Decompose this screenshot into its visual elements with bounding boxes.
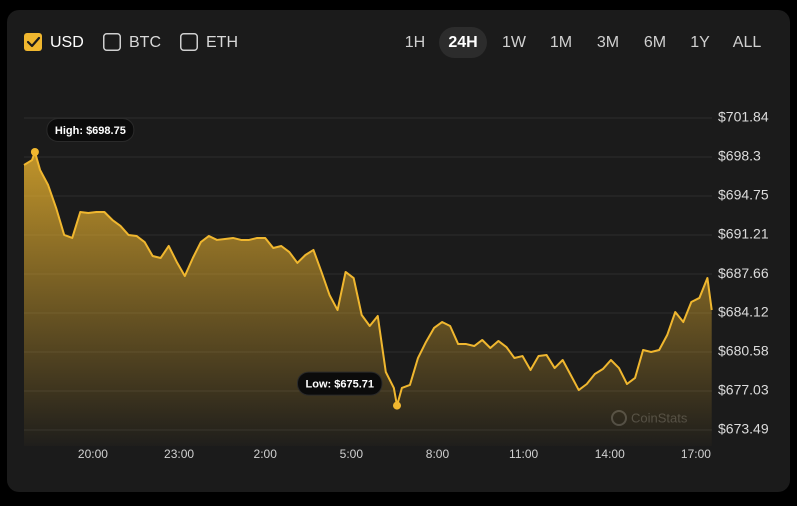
checkbox[interactable] — [103, 33, 121, 51]
range-label[interactable]: 3M — [597, 34, 619, 51]
x-tick-label: 8:00 — [426, 447, 450, 461]
overlay: High: $698.75 Low: $675.71 — [30, 118, 402, 410]
area-fill — [24, 152, 712, 446]
check-mark — [26, 36, 41, 48]
price-line — [23, 151, 713, 407]
plot: $673.49 $677.03 $680.58 $684.12 $687.66 $691.… — [23, 109, 769, 461]
annotation-point — [393, 401, 402, 410]
range-button[interactable]: 1M — [550, 34, 572, 51]
currency-label: ETH — [206, 34, 238, 51]
y-tick-label: $677.03 — [718, 382, 769, 398]
annotation-bg — [297, 371, 383, 396]
range-button[interactable]: 1H — [405, 34, 425, 51]
x-tick-label: 5:00 — [340, 447, 364, 461]
y-tick-label: $673.49 — [718, 421, 769, 437]
annotation-text: High: $698.75 — [55, 125, 126, 137]
controls: USD BTC ETH 1H 24H 1W 1M 3M 6M 1Y ALL — [24, 27, 761, 58]
range-active-bg[interactable] — [439, 27, 487, 58]
range-button[interactable]: 1W — [502, 34, 527, 51]
annotation-label: High: $698.75 — [46, 118, 135, 143]
range-button[interactable]: ALL — [733, 34, 762, 51]
range-label[interactable]: 24H — [448, 34, 477, 51]
currency-toggle[interactable]: BTC — [103, 33, 161, 51]
range-label[interactable]: 6M — [644, 34, 666, 51]
y-tick-label: $698.3 — [718, 148, 761, 164]
y-tick-label: $680.58 — [718, 343, 769, 359]
range-button[interactable]: 24H — [439, 27, 487, 58]
annotation-label: Low: $675.71 — [297, 371, 383, 396]
x-tick-label: 11:00 — [509, 447, 538, 461]
range-label[interactable]: 1W — [502, 34, 527, 51]
range-label[interactable]: 1H — [405, 34, 425, 51]
y-tick-label: $694.75 — [718, 187, 769, 203]
checkbox-checked[interactable] — [24, 33, 42, 51]
annotation-point — [30, 148, 39, 157]
annotation-text: Low: $675.71 — [306, 378, 374, 390]
currency-label: USD — [50, 34, 84, 51]
annotation-bg — [46, 118, 135, 143]
range-button[interactable]: 1Y — [690, 34, 710, 51]
currency-toggle[interactable]: USD — [24, 33, 84, 51]
y-tick-label: $687.66 — [718, 265, 769, 281]
checkbox[interactable] — [180, 33, 198, 51]
x-tick-label: 14:00 — [595, 447, 625, 461]
x-tick-label: 17:00 — [681, 447, 711, 461]
x-tick-label: 2:00 — [254, 447, 278, 461]
range-button[interactable]: 3M — [597, 34, 619, 51]
currency-label: BTC — [129, 34, 161, 51]
range-label[interactable]: ALL — [733, 34, 762, 51]
x-tick-label: 20:00 — [78, 447, 108, 461]
x-tick-label: 23:00 — [164, 447, 194, 461]
y-tick-label: $691.21 — [718, 226, 769, 242]
y-tick-label: $701.84 — [718, 109, 769, 125]
range-label[interactable]: 1M — [550, 34, 572, 51]
y-tick-label: $684.12 — [718, 304, 769, 320]
currency-toggle[interactable]: ETH — [180, 33, 238, 51]
range-label[interactable]: 1Y — [690, 34, 710, 51]
range-button[interactable]: 6M — [644, 34, 666, 51]
